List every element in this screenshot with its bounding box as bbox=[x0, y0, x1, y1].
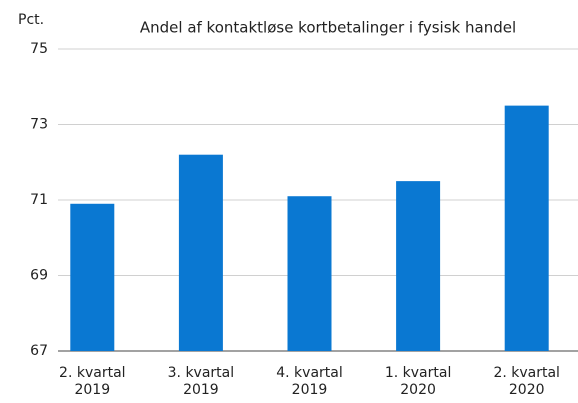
x-tick-label: 2019 bbox=[292, 382, 328, 398]
bar bbox=[396, 181, 441, 351]
y-axis-label: Pct. bbox=[18, 12, 44, 28]
y-tick-label: 73 bbox=[30, 117, 48, 133]
bar bbox=[70, 203, 115, 351]
chart-title: Andel af kontaktløse kortbetalinger i fy… bbox=[140, 19, 516, 37]
y-tick-label: 71 bbox=[30, 192, 48, 208]
x-tick-label: 2020 bbox=[509, 382, 545, 398]
x-tick-label: 2020 bbox=[400, 382, 436, 398]
bar bbox=[178, 154, 223, 351]
x-tick-label: 3. kvartal bbox=[168, 365, 235, 381]
y-tick-label: 67 bbox=[30, 343, 48, 359]
x-tick-label: 2019 bbox=[74, 382, 110, 398]
x-tick-label: 2. kvartal bbox=[59, 365, 126, 381]
y-tick-label: 69 bbox=[30, 268, 48, 284]
bar bbox=[504, 105, 549, 351]
x-tick-label: 1. kvartal bbox=[385, 365, 452, 381]
y-tick-label: 75 bbox=[30, 41, 48, 57]
x-tick-label: 2. kvartal bbox=[493, 365, 560, 381]
bar bbox=[287, 196, 332, 351]
x-tick-label: 4. kvartal bbox=[276, 365, 343, 381]
x-tick-label: 2019 bbox=[183, 382, 219, 398]
